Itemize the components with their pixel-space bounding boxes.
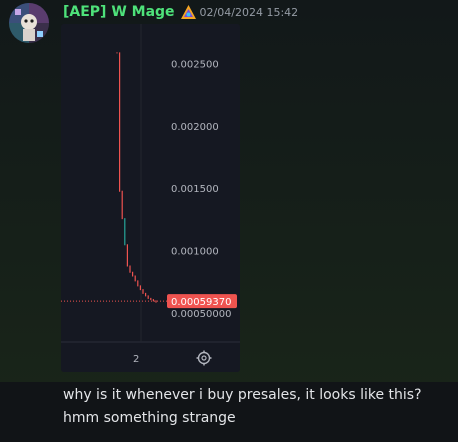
gear-icon[interactable] [196,350,212,366]
x-axis-tick-label: 2 [133,354,139,365]
y-axis-tick-label: 0.001500 [171,184,219,195]
message-text: why is it whenever i buy presales, it lo… [63,387,422,426]
price-chart: 0.002500 0.002000 0.001500 0.001000 0.000500… [61,24,240,372]
chart-embed-image[interactable]: 0.002500 0.002000 0.001500 0.001000 0.000500… [61,24,240,372]
current-price-label: 0.00059370 [171,297,231,308]
role-badge-icon[interactable] [180,4,197,21]
current-price-tag [167,294,237,309]
y-axis-tick-label: 0.001000 [171,247,219,258]
y-axis-tick-label: 0.002500 [171,60,219,71]
avatar-image [9,3,49,43]
timestamp: 02/04/2024 15:42 [199,5,299,19]
y-axis-tick-label: 0.002000 [171,122,219,133]
message-content-area [0,382,458,442]
username[interactable]: [AEP] W Mage [63,4,175,20]
chart-background [61,24,240,372]
avatar[interactable] [9,3,49,43]
y-axis-tick-label: 0.00050000 [171,309,231,320]
message-header: [AEP] W Mage 02/04/2024 15:42 [63,2,298,22]
